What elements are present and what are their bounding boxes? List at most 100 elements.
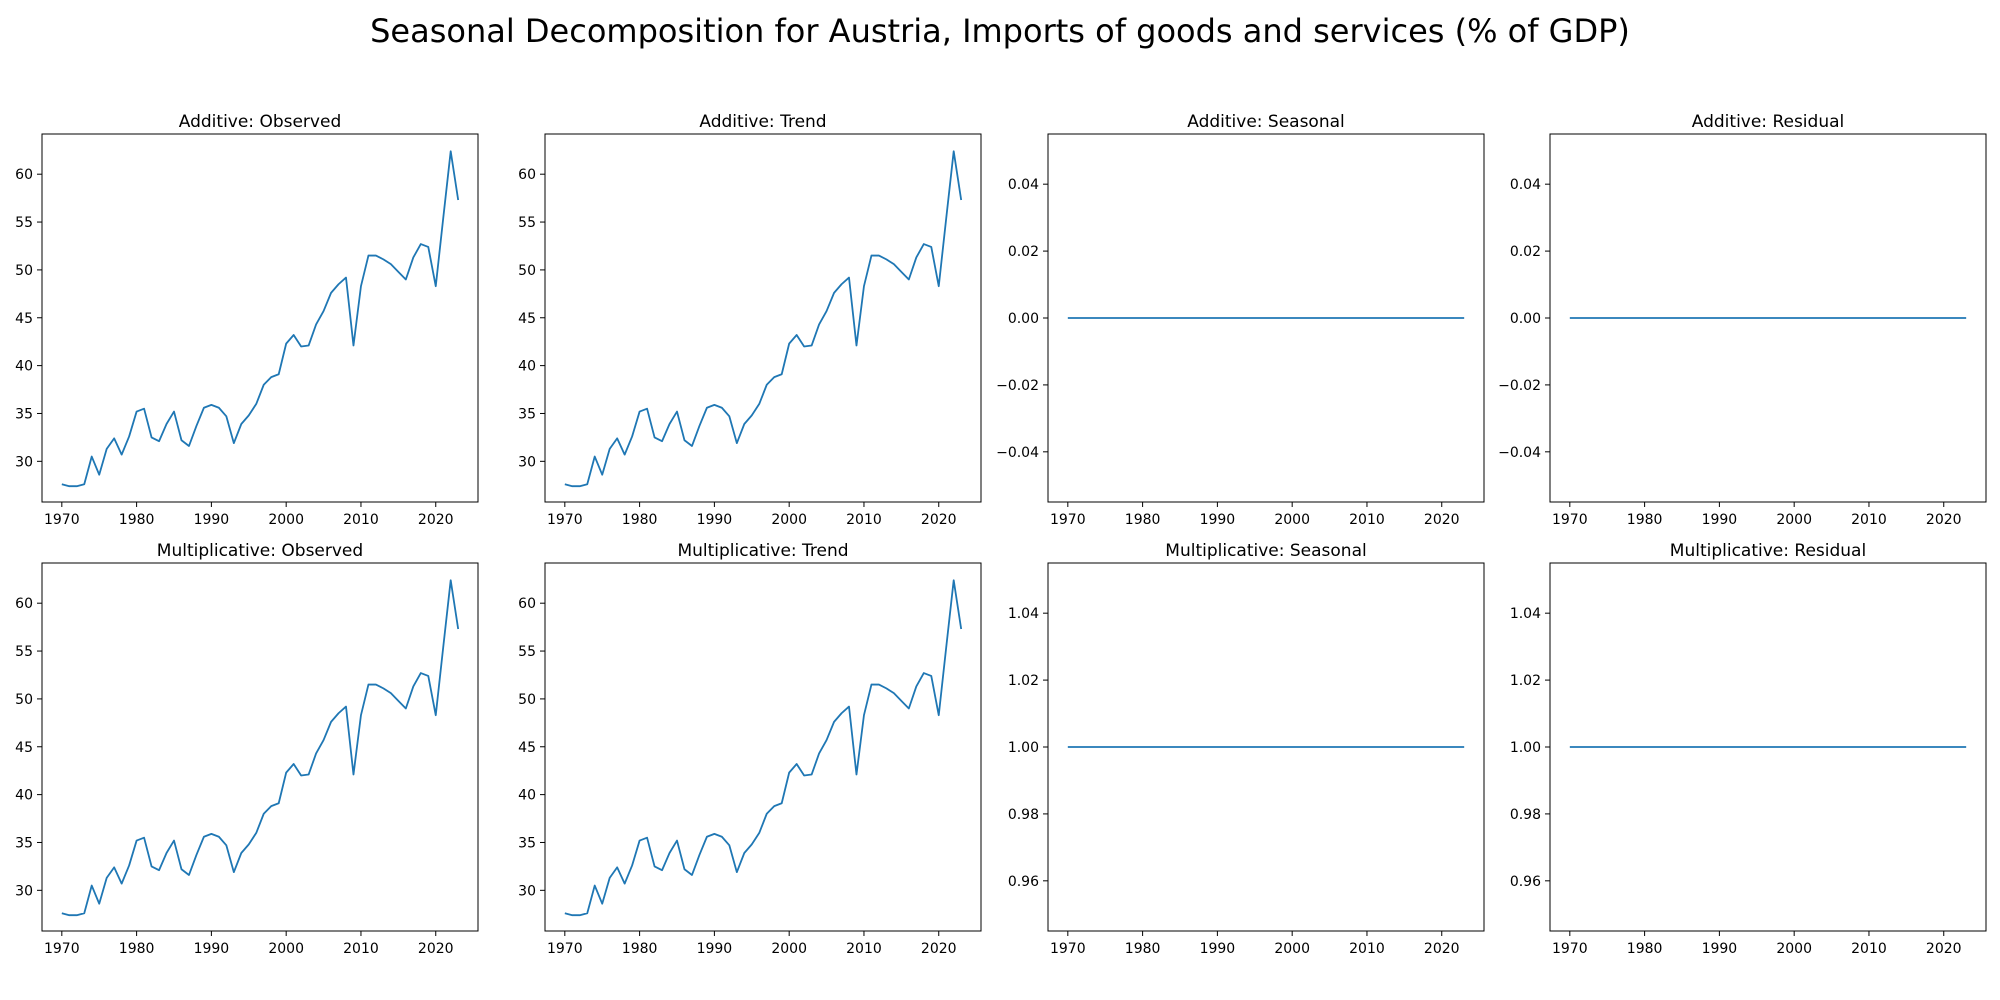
plot-frame [41,133,479,503]
y-tick-label: 1.04 [1008,606,1039,622]
x-tick-label: 2020 [1926,512,1962,528]
subplot-3: Additive: Seasonal 1970 1980 1990 2000 2010 20… [996,112,1485,528]
y-tick-label: 50 [518,692,536,708]
y-tick-label: −0.04 [996,445,1039,461]
series-line [61,150,460,488]
y-tick-label: 0.96 [1510,874,1541,890]
x-tick-label: 1990 [1702,512,1738,528]
y-tick-label: 55 [518,644,536,660]
subplot-7: Multiplicative: Seasonal 1970 1980 1990 2000… [1008,541,1485,957]
y-tick-label: 30 [518,883,536,899]
x-tick-label: 1970 [1552,512,1588,528]
x-tick-label: 2010 [1851,941,1887,957]
y-tick-label: 45 [15,740,33,756]
y-tick-label: 50 [518,263,536,279]
x-tick-label: 1990 [1200,512,1236,528]
plot-frame [1549,133,1987,503]
series-line [61,579,460,917]
x-tick-label: 1970 [44,941,80,957]
y-tick-label: 1.00 [1008,740,1039,756]
subplot-5: Multiplicative: Observed 1970 1980 1990 2000… [15,541,479,957]
subplot-title: Additive: Residual [1692,112,1844,132]
y-tick-label: 60 [15,596,33,612]
y-tick-label: 0.96 [1008,874,1039,890]
y-tick-label: 0.98 [1008,807,1039,823]
y-tick-label: 35 [15,406,33,422]
y-tick-label: 1.02 [1510,673,1541,689]
subplot-title: Additive: Trend [699,112,826,132]
x-tick-label: 1980 [1627,941,1663,957]
y-tick-label: 0.00 [1510,311,1541,327]
x-tick-label: 1990 [194,941,230,957]
y-tick-label: 60 [518,596,536,612]
x-tick-label: 2020 [418,941,454,957]
y-tick-label: 45 [518,311,536,327]
subplot-2: Additive: Trend 1970 1980 1990 2000 2010 2020 3… [518,112,982,528]
x-tick-label: 1980 [1125,512,1161,528]
subplot-1: Additive: Observed 1970 1980 1990 2000 2010 20… [15,112,479,528]
subplot-title: Multiplicative: Seasonal [1165,541,1366,561]
subplot-title: Additive: Seasonal [1187,112,1345,132]
x-tick-label: 1970 [1050,512,1086,528]
plot-frame [544,562,982,932]
y-tick-label: 0.00 [1008,311,1039,327]
x-tick-label: 1990 [1200,941,1236,957]
plot-frame [1047,133,1485,503]
series-line [564,150,963,488]
y-tick-label: 45 [15,311,33,327]
x-tick-label: 2000 [1274,941,1310,957]
y-tick-label: 0.02 [1510,244,1541,260]
x-tick-label: 2010 [1851,512,1887,528]
y-tick-label: 50 [15,263,33,279]
x-tick-label: 1970 [547,512,583,528]
y-tick-label: 0.02 [1008,244,1039,260]
x-tick-label: 2020 [1926,941,1962,957]
x-tick-label: 1990 [697,941,733,957]
y-tick-label: 55 [15,215,33,231]
subplot-6: Multiplicative: Trend 1970 1980 1990 2000 201… [518,541,982,957]
x-tick-label: 1970 [44,512,80,528]
x-tick-label: 2000 [1776,941,1812,957]
y-tick-label: 30 [518,454,536,470]
y-tick-label: 35 [518,835,536,851]
x-tick-label: 2020 [921,941,957,957]
y-tick-label: −0.04 [1498,445,1541,461]
x-tick-label: 1980 [119,941,155,957]
y-tick-label: 40 [15,359,33,375]
y-tick-label: 60 [15,167,33,183]
x-tick-label: 1980 [622,941,658,957]
x-tick-label: 2010 [846,512,882,528]
x-tick-label: 1970 [1552,941,1588,957]
y-tick-label: −0.02 [996,378,1039,394]
x-tick-label: 1970 [1050,941,1086,957]
subplot-title: Additive: Observed [179,112,341,132]
y-tick-label: 30 [15,454,33,470]
y-tick-label: 50 [15,692,33,708]
x-tick-label: 2010 [1349,512,1385,528]
y-tick-label: 55 [518,215,536,231]
figure-title: Seasonal Decomposition for Austria, Impo… [370,12,1630,50]
plot-frame [1549,562,1987,932]
plot-frame [1047,562,1485,932]
y-tick-label: 1.00 [1510,740,1541,756]
y-tick-label: −0.02 [1498,378,1541,394]
plot-frame [544,133,982,503]
y-tick-label: 35 [15,835,33,851]
y-tick-label: 0.04 [1008,177,1039,193]
x-tick-label: 2020 [418,512,454,528]
x-tick-label: 2020 [921,512,957,528]
plot-frame [41,562,479,932]
x-tick-label: 2000 [268,941,304,957]
x-tick-label: 2000 [1776,512,1812,528]
y-tick-label: 40 [518,359,536,375]
x-tick-label: 1980 [119,512,155,528]
y-tick-label: 35 [518,406,536,422]
x-tick-label: 1980 [622,512,658,528]
x-tick-label: 2010 [846,941,882,957]
x-tick-label: 1990 [697,512,733,528]
x-tick-label: 2010 [343,512,379,528]
x-tick-label: 2010 [343,941,379,957]
x-tick-label: 2020 [1424,512,1460,528]
